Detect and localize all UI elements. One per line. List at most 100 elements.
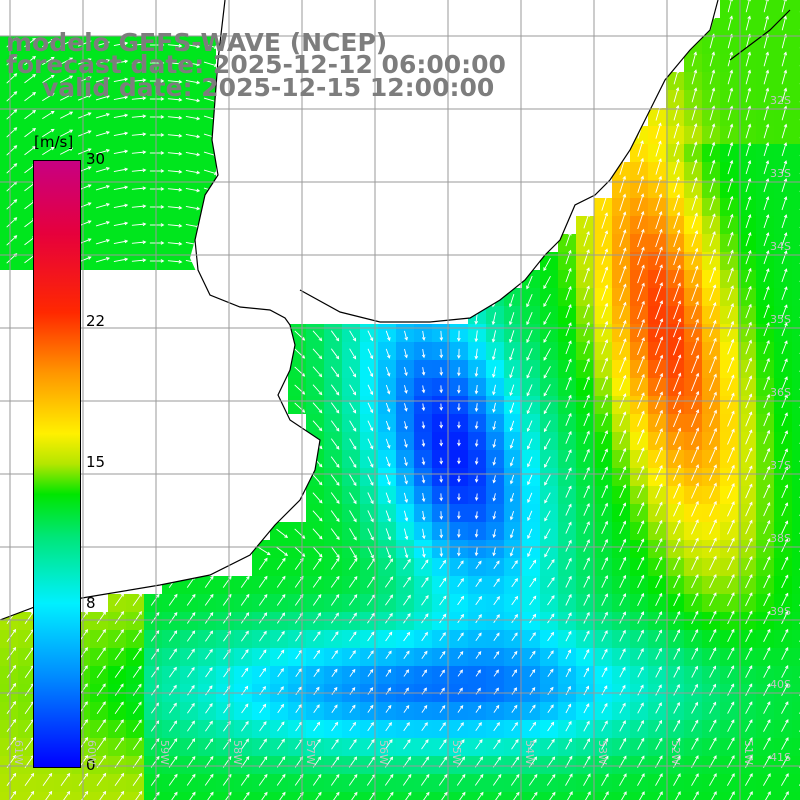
wind-arrow xyxy=(439,705,446,713)
wind-arrow-head xyxy=(767,556,771,561)
wind-arrow xyxy=(547,669,554,677)
wind-arrow xyxy=(619,248,626,265)
wind-arrow xyxy=(781,412,788,427)
wind-arrow xyxy=(95,167,110,173)
wind-arrow-head xyxy=(336,482,340,486)
wind-arrow-head xyxy=(748,683,753,688)
wind-arrow-head xyxy=(622,484,627,489)
wind-arrow-head xyxy=(748,357,753,362)
wind-arrow xyxy=(709,52,715,67)
wind-arrow-head xyxy=(659,391,663,396)
wind-arrow-head xyxy=(160,79,165,83)
wind-arrow-head xyxy=(335,557,340,562)
wind-arrow-head xyxy=(514,613,518,618)
wind-arrow xyxy=(691,337,699,356)
wind-arrow xyxy=(422,421,425,429)
wind-arrow-head xyxy=(318,409,323,414)
wind-arrow-head xyxy=(196,170,201,175)
wind-arrow-head xyxy=(785,719,789,723)
wind-arrow xyxy=(510,438,515,449)
wind-arrow xyxy=(781,593,789,607)
wind-arrow-head xyxy=(568,267,572,272)
wind-arrow xyxy=(24,629,34,643)
wind-arrow-head xyxy=(421,371,426,376)
wind-arrow xyxy=(385,456,391,467)
wind-arrow xyxy=(637,247,645,266)
wind-arrow-head xyxy=(641,355,645,360)
wind-arrow-head xyxy=(731,428,735,433)
wind-arrow-head xyxy=(13,217,18,221)
wind-arrow-head xyxy=(301,355,306,359)
wind-arrow-head xyxy=(586,358,590,362)
wind-arrow-head xyxy=(783,87,788,92)
wind-arrow-head xyxy=(214,171,218,176)
field-cell xyxy=(792,36,800,54)
wind-arrow xyxy=(439,595,447,606)
wind-arrow xyxy=(457,669,463,677)
wind-arrow-head xyxy=(406,722,410,726)
wind-arrow xyxy=(691,142,697,157)
wind-arrow-head xyxy=(209,738,214,743)
wind-arrow xyxy=(655,502,663,517)
wind-arrow-head xyxy=(335,409,340,414)
wind-arrow-head xyxy=(496,614,500,618)
wind-arrow xyxy=(583,304,590,319)
wind-arrow xyxy=(114,737,124,750)
wind-arrow xyxy=(404,456,408,466)
wind-arrow xyxy=(6,55,17,66)
wind-arrow xyxy=(258,558,268,570)
wind-arrow xyxy=(367,384,373,395)
wind-arrow-head xyxy=(210,593,214,598)
wind-arrow-head xyxy=(439,534,444,539)
wind-arrow-head xyxy=(281,756,286,760)
wind-arrow-head xyxy=(492,461,497,466)
wind-arrow xyxy=(77,40,91,47)
wind-arrow-head xyxy=(693,123,698,127)
wind-arrow xyxy=(421,577,429,588)
wind-arrow-head xyxy=(604,393,608,398)
wind-arrow xyxy=(493,439,496,448)
wind-arrow xyxy=(709,410,717,427)
wind-arrow xyxy=(385,528,391,540)
wind-arrow xyxy=(781,16,787,31)
wind-arrow-head xyxy=(749,465,753,470)
wind-arrow xyxy=(565,721,572,732)
wind-arrow xyxy=(672,428,681,445)
wind-arrow-head xyxy=(124,149,129,154)
wind-arrow xyxy=(24,611,34,625)
wind-arrow-head xyxy=(568,720,572,725)
wind-arrow xyxy=(691,283,699,302)
wind-arrow-head xyxy=(138,719,142,724)
wind-arrow xyxy=(367,650,374,660)
wind-arrow-head xyxy=(729,213,734,218)
wind-arrow xyxy=(6,235,17,246)
wind-arrow xyxy=(621,791,627,800)
wind-arrow-head xyxy=(160,169,165,173)
wind-arrow xyxy=(619,685,626,696)
wind-arrow xyxy=(691,773,699,786)
wind-arrow xyxy=(294,330,305,341)
wind-arrow xyxy=(565,431,572,444)
wind-arrow-head xyxy=(178,241,183,246)
wind-arrow-head xyxy=(527,481,531,486)
title-valid-date: valid date: 2025-12-15 12:00:00 xyxy=(42,73,495,102)
wind-arrow xyxy=(95,59,110,65)
wind-arrow xyxy=(565,773,573,786)
wind-arrow xyxy=(330,402,340,414)
wind-arrow xyxy=(132,684,142,696)
wind-arrow xyxy=(765,791,771,800)
wind-arrow xyxy=(330,576,340,588)
wind-arrow xyxy=(114,683,124,696)
wind-arrow-head xyxy=(526,410,531,415)
wind-arrow xyxy=(330,510,340,522)
colorbar xyxy=(33,160,81,768)
wind-arrow-head xyxy=(604,284,609,289)
wind-arrow xyxy=(763,268,770,283)
field-cell xyxy=(792,396,800,414)
wind-arrow-head xyxy=(120,629,124,633)
wind-arrow xyxy=(727,16,733,31)
wind-arrow xyxy=(259,704,266,714)
wind-arrow-head xyxy=(586,339,590,344)
wind-arrow-head xyxy=(526,428,531,432)
wind-arrow-head xyxy=(388,650,392,655)
